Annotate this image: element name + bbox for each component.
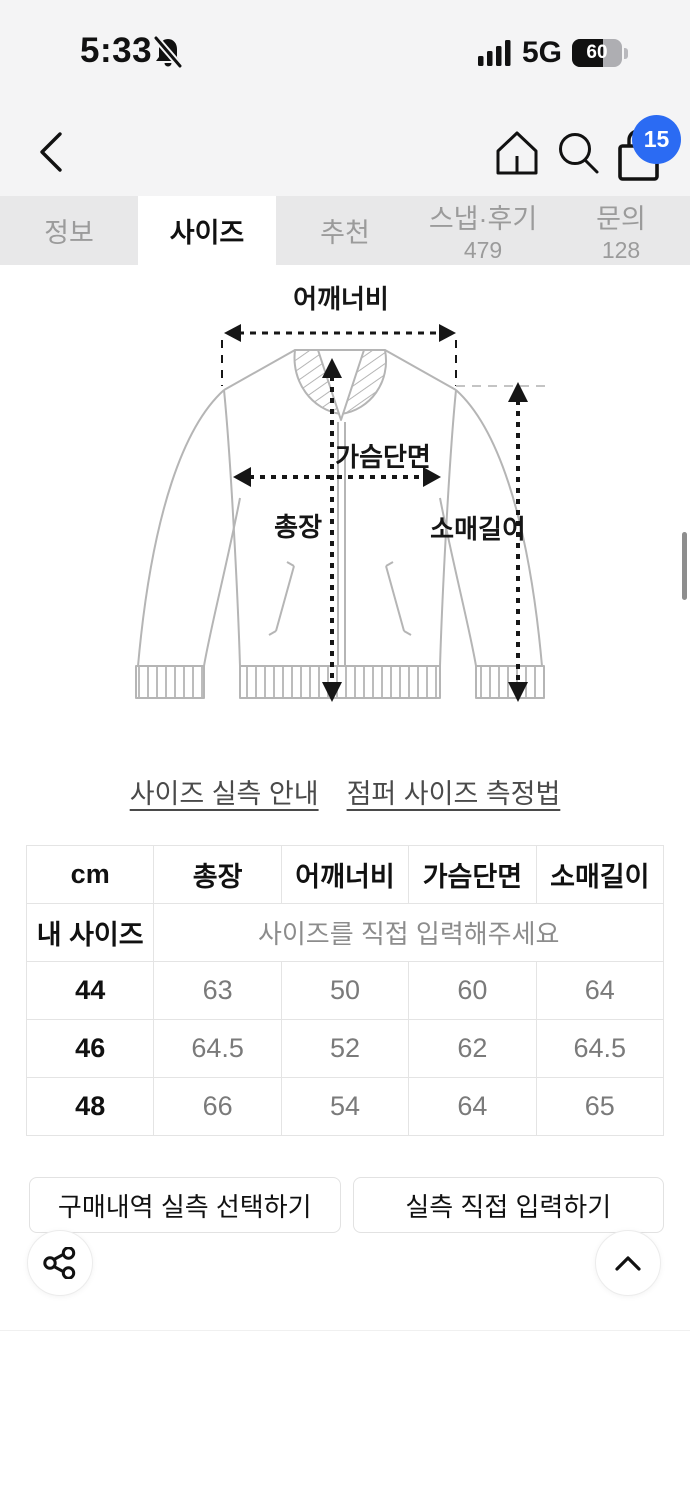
chest-width-label: 가슴단면 (335, 442, 431, 472)
battery-icon: 60 (572, 39, 622, 67)
status-right-cluster: 5G 60 (477, 36, 628, 70)
value-cell: 64 (536, 962, 664, 1020)
col-header-shoulder: 어깨너비 (281, 846, 410, 904)
total-length-label: 총장 (274, 512, 322, 542)
battery-tip (624, 47, 628, 59)
scrollbar-thumb[interactable] (682, 532, 687, 600)
tab-size[interactable]: 사이즈 (138, 196, 276, 265)
size-cell: 48 (27, 1078, 155, 1136)
battery-percent: 60 (586, 42, 608, 63)
table-unit-header: cm (27, 846, 155, 904)
tab-snap-reviews[interactable]: 스냅·후기 479 (414, 196, 552, 265)
tab-label: 문의 (596, 204, 646, 234)
jumper-measure-method-link[interactable]: 점퍼 사이즈 측정법 (346, 779, 561, 809)
size-table: cm 총장 어깨너비 가슴단면 소매길이 내 사이즈 사이즈를 직접 입력해주세… (26, 845, 664, 1136)
tab-inquiry[interactable]: 문의 128 (552, 196, 690, 265)
tab-strip: 정보 사이즈 추천 스냅·후기 479 문의 128 (0, 196, 690, 265)
status-time: 5:33 (80, 31, 153, 70)
value-cell: 50 (281, 962, 410, 1020)
tab-recommend[interactable]: 추천 (276, 196, 414, 265)
size-measure-guide-link[interactable]: 사이즈 실측 안내 (129, 779, 319, 809)
value-cell: 54 (281, 1078, 410, 1136)
value-cell: 62 (409, 1020, 537, 1078)
value-cell: 64.5 (536, 1020, 664, 1078)
select-purchase-measure-button[interactable]: 구매내역 실측 선택하기 (29, 1177, 341, 1233)
value-cell: 66 (154, 1078, 282, 1136)
cart-badge: 15 (632, 115, 681, 164)
scroll-to-top-button[interactable] (595, 1230, 661, 1296)
my-size-input-prompt[interactable]: 사이즈를 직접 입력해주세요 (154, 904, 664, 962)
col-header-sleeve: 소매길이 (536, 846, 664, 904)
shoulder-width-label: 어깨너비 (293, 284, 389, 314)
size-cell: 44 (27, 962, 155, 1020)
tab-count: 479 (463, 237, 503, 263)
measure-action-buttons: 구매내역 실측 선택하기 실측 직접 입력하기 (29, 1177, 664, 1233)
value-cell: 65 (536, 1078, 664, 1136)
chevron-up-icon (615, 1256, 641, 1271)
share-button[interactable] (27, 1230, 93, 1296)
tab-label: 사이즈 (169, 218, 245, 248)
measurement-annotations: 어깨너비 가슴단면 총장 소매길이 (221, 284, 546, 702)
tab-count: 128 (601, 237, 641, 263)
size-cell: 46 (27, 1020, 155, 1078)
value-cell: 64.5 (154, 1020, 282, 1078)
bottom-purchase-bar: 8.4천 구매하기 (0, 1330, 690, 1500)
share-icon (43, 1247, 76, 1279)
value-cell: 52 (281, 1020, 410, 1078)
enter-measure-directly-button[interactable]: 실측 직접 입력하기 (352, 1177, 664, 1233)
tab-info[interactable]: 정보 (0, 196, 138, 265)
jacket-measure-diagram: 어깨너비 가슴단면 총장 소매길이 (135, 284, 546, 702)
home-button[interactable] (495, 130, 539, 176)
search-button[interactable] (556, 130, 600, 176)
value-cell: 64 (409, 1078, 537, 1136)
tab-label: 스냅·후기 (428, 204, 538, 234)
top-bar: 5:33 5G 60 (0, 0, 690, 196)
signal-bars-icon (477, 40, 511, 66)
col-header-length: 총장 (154, 846, 282, 904)
size-guide-links: 사이즈 실측 안내 점퍼 사이즈 측정법 (0, 772, 690, 811)
tab-label: 추천 (320, 218, 370, 248)
value-cell: 63 (154, 962, 282, 1020)
network-type-label: 5G (521, 36, 562, 69)
col-header-chest: 가슴단면 (409, 846, 537, 904)
back-button[interactable] (36, 130, 66, 174)
tab-label: 정보 (44, 218, 94, 248)
mute-bell-icon (152, 36, 184, 70)
sleeve-length-label: 소매길이 (430, 514, 526, 544)
my-size-label: 내 사이즈 (27, 904, 155, 962)
value-cell: 60 (409, 962, 537, 1020)
